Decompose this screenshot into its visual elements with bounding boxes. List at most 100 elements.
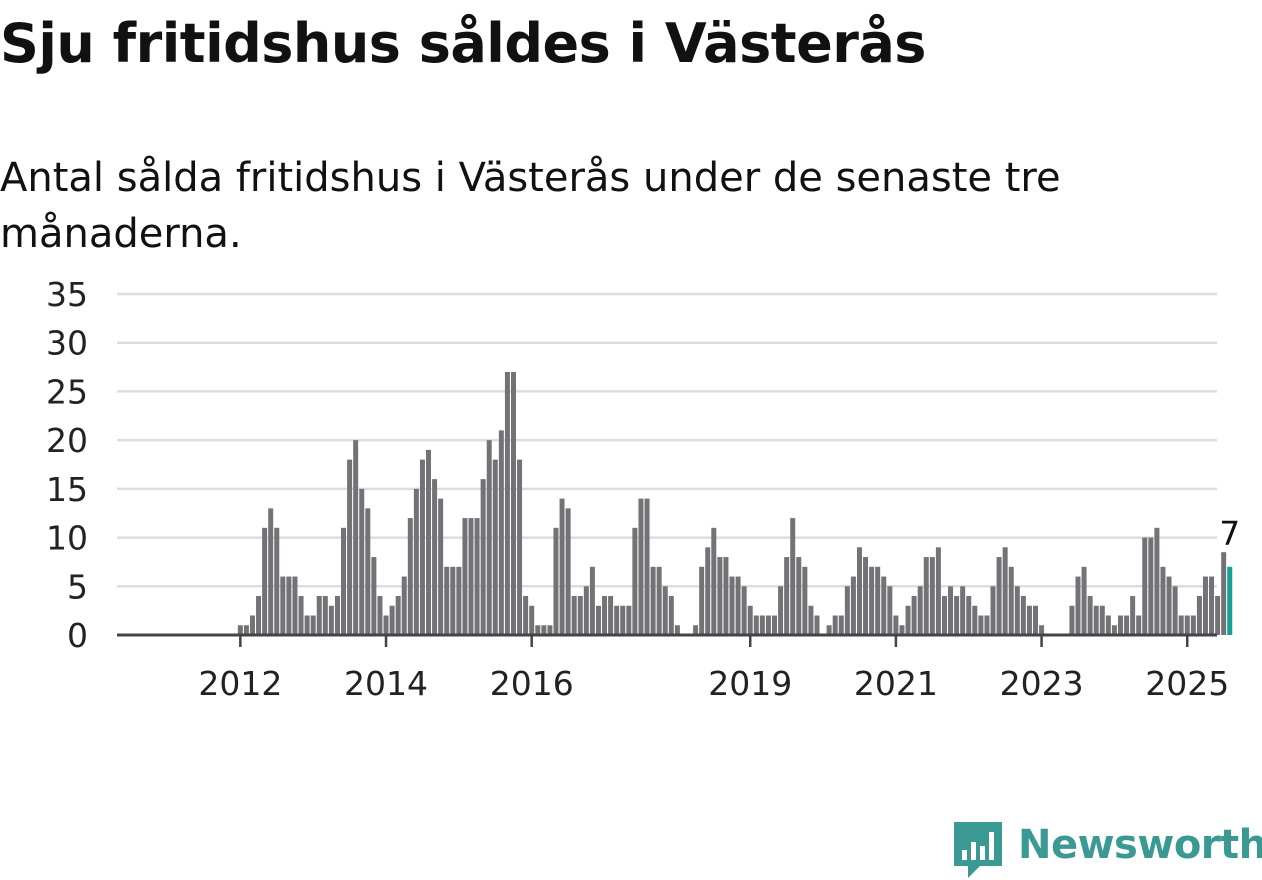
bar — [790, 518, 796, 635]
bar — [674, 625, 680, 635]
bar — [863, 557, 869, 635]
bar — [1221, 552, 1227, 635]
bar — [480, 479, 486, 635]
bar — [1026, 605, 1032, 635]
bar — [389, 605, 395, 635]
bar — [638, 498, 644, 635]
bar — [426, 449, 432, 635]
bar — [1160, 566, 1166, 635]
bar — [1111, 625, 1117, 635]
x-tick-label: 2019 — [708, 664, 792, 703]
bar — [875, 566, 881, 635]
bar — [383, 615, 389, 635]
bar — [298, 596, 304, 635]
bar — [602, 596, 608, 635]
bar — [814, 615, 820, 635]
bar — [577, 596, 583, 635]
bar — [249, 615, 255, 635]
bar — [954, 596, 960, 635]
bar — [626, 605, 632, 635]
bar — [359, 488, 365, 635]
bar — [1020, 596, 1026, 635]
bar — [893, 615, 899, 635]
x-tick-label: 2023 — [1000, 664, 1084, 703]
bar — [353, 440, 359, 635]
bar — [747, 605, 753, 635]
bar — [413, 488, 419, 635]
bar — [559, 498, 565, 635]
bar — [620, 605, 626, 635]
bar — [656, 566, 662, 635]
bar — [1148, 537, 1154, 635]
annotations: 7 — [1219, 514, 1240, 553]
bar — [341, 527, 347, 635]
bar — [1081, 566, 1087, 635]
bar — [941, 596, 947, 635]
bar — [948, 586, 954, 635]
bar — [268, 508, 274, 635]
bar — [1002, 547, 1008, 635]
bar — [492, 459, 498, 635]
bar — [274, 527, 280, 635]
bar — [632, 527, 638, 635]
bar — [972, 605, 978, 635]
bar — [759, 615, 765, 635]
bar — [474, 518, 480, 635]
bar — [1093, 605, 1099, 635]
y-tick-label: 20 — [46, 421, 88, 460]
bar — [595, 605, 601, 635]
gridlines — [117, 292, 1217, 588]
newsworthy-logo-icon — [954, 822, 1002, 878]
bar — [462, 518, 468, 635]
bar — [377, 596, 383, 635]
bar — [1008, 566, 1014, 635]
y-tick-label: 0 — [67, 616, 88, 655]
x-tick-label: 2025 — [1145, 664, 1229, 703]
bar — [808, 605, 814, 635]
bar — [668, 596, 674, 635]
bar — [850, 576, 856, 635]
bar — [243, 625, 249, 635]
bar — [347, 459, 353, 635]
x-tick-label: 2014 — [344, 664, 428, 703]
x-tick-label: 2012 — [198, 664, 282, 703]
bar — [571, 596, 577, 635]
bar — [504, 371, 510, 635]
highlight-value-label: 7 — [1219, 514, 1240, 553]
bar — [826, 625, 832, 635]
bar — [717, 557, 723, 635]
bar — [1124, 615, 1130, 635]
bar — [523, 596, 529, 635]
bar — [334, 596, 340, 635]
chart-title: Sju fritidshus såldes i Västerås — [0, 12, 926, 75]
bar — [693, 625, 699, 635]
bar — [705, 547, 711, 635]
bar — [887, 586, 893, 635]
x-tick-label: 2021 — [854, 664, 938, 703]
bar — [1209, 576, 1215, 635]
bar — [1099, 605, 1105, 635]
bar — [1130, 596, 1136, 635]
bar — [735, 576, 741, 635]
bar — [395, 596, 401, 635]
bar — [553, 527, 559, 635]
bar — [996, 557, 1002, 635]
bar — [608, 596, 614, 635]
bar — [316, 596, 322, 635]
bar — [966, 596, 972, 635]
y-tick-label: 5 — [67, 567, 88, 606]
bar — [1087, 596, 1093, 635]
x-tick-label: 2016 — [490, 664, 574, 703]
bar — [1154, 527, 1160, 635]
bar — [856, 547, 862, 635]
y-tick-label: 30 — [46, 324, 88, 363]
bar — [802, 566, 808, 635]
bar — [589, 566, 595, 635]
bar — [1215, 596, 1221, 635]
bar — [784, 557, 790, 635]
newsworthy-logo[interactable]: Newsworthy — [950, 818, 1262, 880]
bar — [741, 586, 747, 635]
bar — [1172, 586, 1178, 635]
bar — [753, 615, 759, 635]
